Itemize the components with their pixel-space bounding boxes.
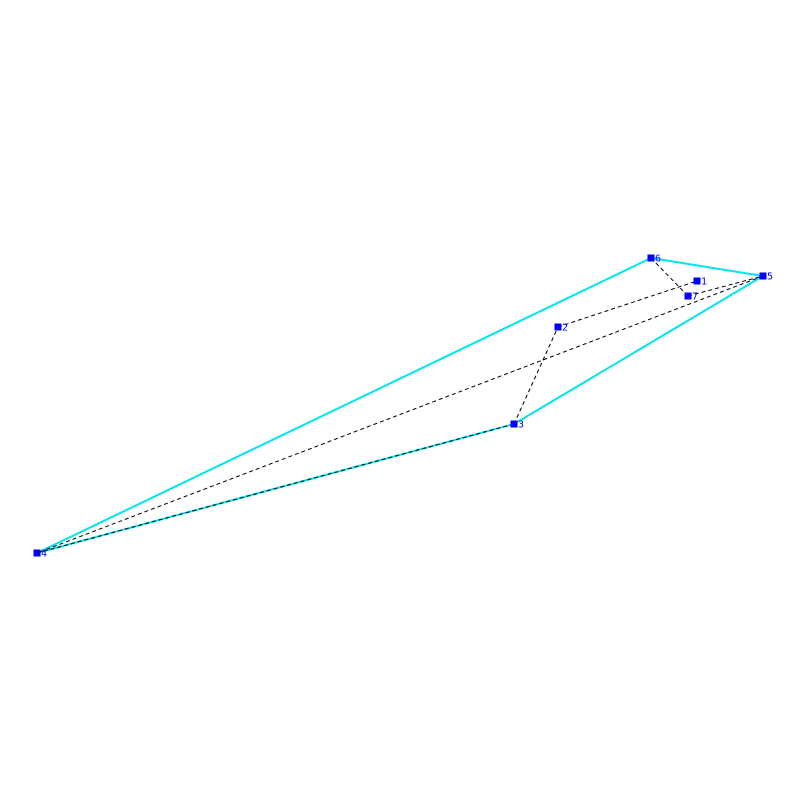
node-marker [647,254,655,262]
node-2: 2 [554,323,568,334]
node-1: 1 [693,277,707,288]
node-label: 3 [518,420,524,431]
hull-edge-5-3 [513,275,764,425]
path-edge-7-5 [687,275,764,297]
node-6: 6 [647,254,661,265]
hull-edge-4-6 [36,257,652,554]
path-edges [36,257,764,554]
node-marker [693,277,701,285]
node-4: 4 [33,549,47,560]
hull-edge-6-5 [650,257,764,277]
node-label: 5 [767,272,773,283]
node-5: 5 [759,272,773,283]
path-edge-2-1 [557,280,698,328]
node-3: 3 [510,420,524,431]
node-label: 1 [701,277,707,288]
node-label: 7 [692,292,698,303]
node-label: 2 [562,323,568,334]
path-edge-5-4 [36,275,764,554]
path-edge-6-7 [650,257,689,297]
path-edge-3-2 [513,326,559,425]
node-label: 4 [41,549,47,560]
node-label: 6 [655,254,661,265]
node-marker [33,549,41,557]
path-edge-4-3 [36,423,515,554]
node-7: 7 [684,292,698,303]
nodes: 1 2 3 4 5 6 7 [33,254,773,560]
node-marker [684,292,692,300]
node-marker [510,420,518,428]
node-marker [759,272,767,280]
node-marker [554,323,562,331]
